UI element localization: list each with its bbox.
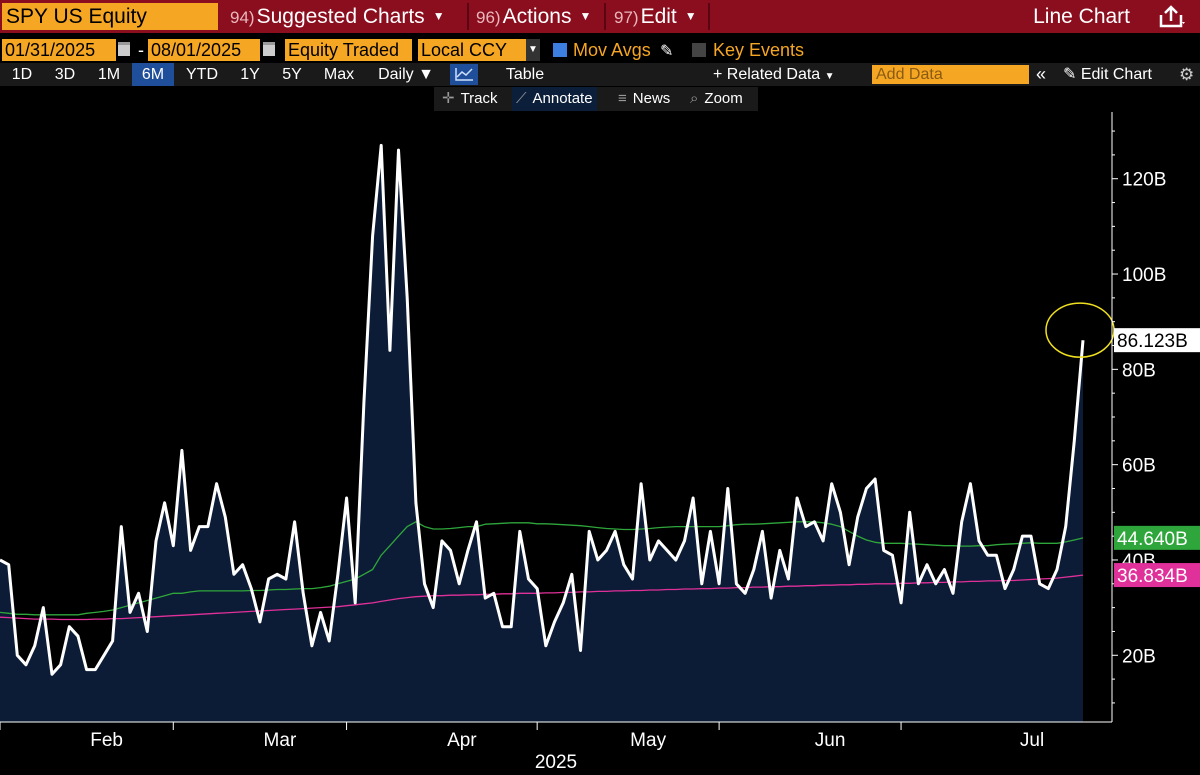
zoom-icon: ⌕ [690, 90, 699, 107]
title-bar: SPY US Equity 94)Suggested Charts ▼ 96)Ac… [0, 0, 1200, 33]
currency-selector[interactable]: Local CCY [418, 39, 526, 61]
period-5y[interactable]: 5Y [282, 66, 302, 83]
frequency-label: Daily [378, 66, 414, 83]
line-chart-icon[interactable] [450, 64, 478, 85]
tool-label: News [632, 90, 671, 107]
line-chart[interactable]: 20B40B60B80B100B120B86.123B44.640B36.834… [0, 112, 1200, 775]
x-year-label: 2025 [535, 752, 577, 773]
period-1m[interactable]: 1M [97, 66, 121, 83]
y-tick-label: 60B [1122, 456, 1156, 477]
date-controls: 01/31/2025 - 08/01/2025 Equity Traded Lo… [0, 38, 1200, 62]
period-max[interactable]: Max [323, 66, 355, 83]
menu-label: Suggested Charts [256, 5, 425, 28]
tool-label: Zoom [704, 90, 743, 107]
related-data-menu[interactable]: + Related Data ▼ [713, 63, 835, 86]
field-selector[interactable]: Equity Traded [285, 39, 412, 61]
share-icon[interactable] [1156, 5, 1186, 29]
last-value-label: 36.834B [1117, 566, 1188, 587]
caret-down-icon: ▼ [418, 66, 434, 83]
y-tick-label: 100B [1122, 265, 1166, 286]
ticker-field[interactable]: SPY US Equity [2, 3, 218, 30]
end-date-input[interactable]: 08/01/2025 [148, 39, 260, 61]
series-line-1 [0, 521, 1084, 616]
chart-type-label[interactable]: Line Chart [1033, 5, 1130, 28]
last-value-box [1114, 328, 1200, 353]
caret-down-icon: ▼ [432, 9, 445, 23]
key-events-label: Key Events [713, 40, 805, 60]
period-bar: 1D 3D 1M 6M YTD 1Y 5Y Max Daily ▼ Table … [0, 63, 1200, 86]
caret-down-icon[interactable]: ▼ [526, 39, 540, 61]
edit-chart-label: Edit Chart [1080, 66, 1152, 83]
add-data-input[interactable]: Add Data [872, 65, 1029, 84]
divider [467, 3, 469, 30]
edit-chart-button[interactable]: ✎ Edit Chart [1063, 63, 1152, 86]
annotate-icon: ⟋ [516, 90, 527, 107]
period-6m[interactable]: 6M [132, 63, 174, 86]
last-value-label: 44.640B [1117, 529, 1188, 550]
period-1d[interactable]: 1D [11, 66, 33, 83]
pencil-icon: ✎ [1063, 66, 1077, 83]
date-separator: - [138, 40, 144, 60]
y-tick-label: 80B [1122, 360, 1156, 381]
actions-menu[interactable]: 96)Actions ▼ [476, 3, 591, 30]
menu-number: 97) [614, 8, 639, 27]
calendar-icon[interactable] [263, 42, 275, 56]
x-tick-label: Feb [90, 730, 123, 751]
x-tick-label: Jul [1020, 730, 1044, 751]
caret-down-icon: ▼ [824, 71, 835, 82]
gear-icon[interactable]: ⚙ [1179, 65, 1195, 84]
menu-label: Edit [640, 5, 677, 28]
caret-down-icon: ▼ [579, 9, 592, 23]
x-tick-label: Apr [447, 730, 477, 751]
mov-avgs-label: Mov Avgs [573, 40, 651, 60]
table-button[interactable]: Table [505, 66, 545, 83]
last-value-box [1114, 563, 1200, 588]
frequency-dropdown[interactable]: Daily ▼ [366, 63, 446, 86]
tool-label: Annotate [532, 90, 593, 107]
key-events-checkbox[interactable] [692, 43, 706, 57]
crosshair-icon: ✛ [442, 90, 455, 107]
divider [708, 3, 710, 30]
calendar-icon[interactable] [118, 42, 130, 56]
x-tick-label: Jun [815, 730, 846, 751]
related-data-label: Related Data [726, 66, 821, 83]
series-line-0 [0, 143, 1085, 676]
menu-number: 94) [230, 8, 255, 27]
menu-label: Actions [502, 5, 572, 28]
news-icon: ≡ [618, 90, 627, 107]
divider [604, 3, 606, 30]
highlight-circle [1045, 302, 1115, 358]
period-1y[interactable]: 1Y [240, 66, 260, 83]
pencil-icon[interactable]: ✎ [660, 43, 674, 60]
last-value-box [1114, 525, 1200, 550]
chart-tools: ✛ Track ⟋ Annotate ≡ News ⌕ Zoom [434, 87, 758, 111]
edit-menu[interactable]: 97)Edit ▼ [614, 3, 697, 30]
news-tool[interactable]: ≡ News [618, 87, 670, 111]
y-tick-label: 20B [1122, 646, 1156, 667]
tool-label: Track [460, 90, 498, 107]
y-tick-label: 120B [1122, 170, 1166, 191]
series-area-fill [0, 145, 1083, 722]
period-3d[interactable]: 3D [54, 66, 76, 83]
zoom-tool[interactable]: ⌕ Zoom [690, 87, 743, 111]
collapse-icon[interactable]: « [1036, 64, 1047, 84]
start-date-input[interactable]: 01/31/2025 [2, 39, 116, 61]
menu-number: 96) [476, 8, 501, 27]
plus-icon: + [713, 66, 723, 83]
caret-down-icon: ▼ [684, 9, 697, 23]
last-value-label: 86.123B [1117, 331, 1188, 352]
period-ytd[interactable]: YTD [186, 66, 218, 83]
annotate-tool[interactable]: ⟋ Annotate [512, 87, 597, 111]
x-tick-label: Mar [264, 730, 297, 751]
track-tool[interactable]: ✛ Track [442, 87, 498, 111]
suggested-charts-menu[interactable]: 94)Suggested Charts ▼ [230, 3, 445, 30]
x-tick-label: May [630, 730, 666, 751]
mov-avgs-checkbox[interactable] [553, 43, 567, 57]
